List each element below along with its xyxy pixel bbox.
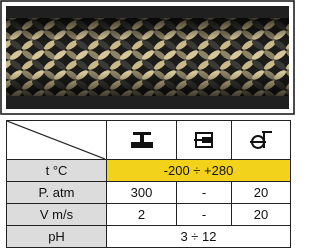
cell: -	[177, 182, 232, 204]
header-row	[7, 121, 291, 160]
row-label: V m/s	[7, 204, 107, 226]
row-label: t °C	[7, 160, 107, 182]
cell: 20	[232, 182, 291, 204]
cell: 20	[232, 204, 291, 226]
merged-cell: 3 ÷ 12	[107, 226, 291, 248]
page: t °C -200 ÷ +280 P. atm 300 - 20 V m/s 2…	[0, 0, 295, 252]
cell: 300	[107, 182, 177, 204]
row-label: pH	[7, 226, 107, 248]
cell: 2	[107, 204, 177, 226]
icon-rotary	[177, 121, 232, 160]
icon-reciprocating	[232, 121, 291, 160]
row: V m/s 2 - 20	[7, 204, 291, 226]
spec-table: t °C -200 ÷ +280 P. atm 300 - 20 V m/s 2…	[6, 120, 291, 248]
cell: -	[177, 204, 232, 226]
row-label: P. atm	[7, 182, 107, 204]
row: pH 3 ÷ 12	[7, 226, 291, 248]
row: t °C -200 ÷ +280	[7, 160, 291, 182]
row: P. atm 300 - 20	[7, 182, 291, 204]
rope-photo	[0, 0, 295, 116]
icon-static	[107, 121, 177, 160]
merged-cell: -200 ÷ +280	[107, 160, 291, 182]
corner-cell	[7, 121, 107, 160]
